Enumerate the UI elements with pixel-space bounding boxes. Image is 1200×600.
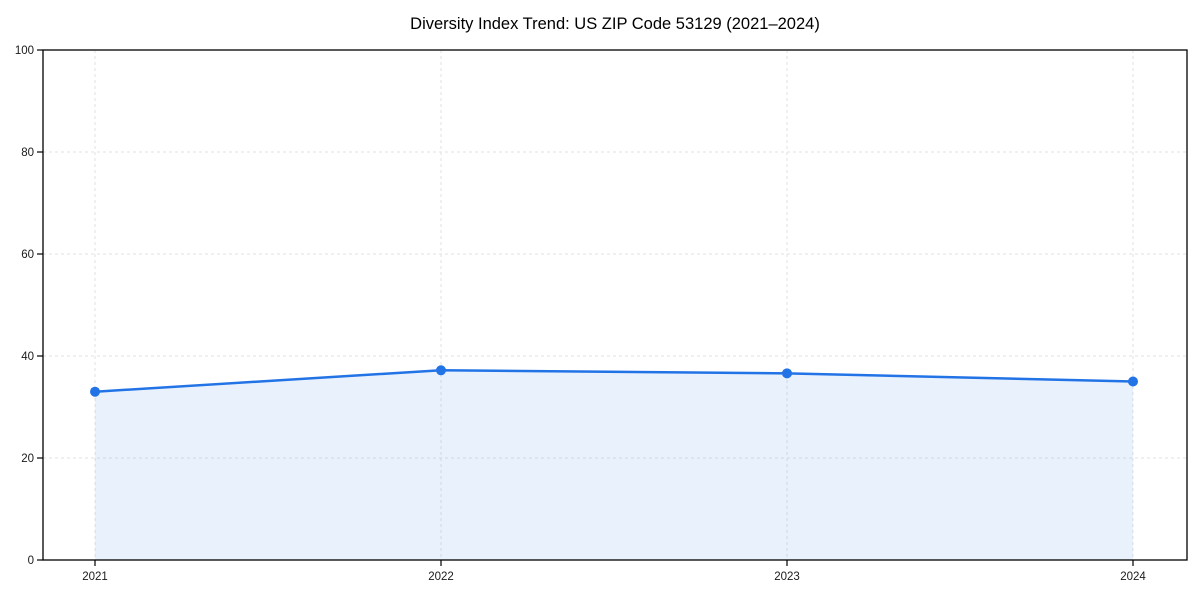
grid-layer [43,50,1187,560]
y-tick-label: 60 [21,249,34,261]
data-point-marker [436,365,446,376]
series-area-fill [95,370,1133,560]
x-tick-label: 2024 [1120,571,1146,583]
y-tick-label: 40 [21,351,34,363]
marker-layer [90,365,1138,397]
area-layer [95,370,1133,560]
x-tick-label: 2023 [774,571,800,583]
chart-title: Diversity Index Trend: US ZIP Code 53129… [410,15,820,33]
spine-layer [42,49,1188,561]
label-layer: 0 20 40 60 80 100 2021 2022 2023 2024 [15,45,1147,583]
data-point-marker [1128,376,1138,387]
line-layer [93,369,1135,393]
y-tick-label: 0 [28,555,34,567]
data-point-marker [90,386,100,397]
series-line [93,369,1135,393]
plot-border [42,49,1188,561]
data-point-marker [782,368,792,379]
y-tick-label: 20 [21,453,34,465]
y-tick-label: 100 [15,45,34,57]
y-tick-label: 80 [21,147,34,159]
x-tick-label: 2021 [82,571,108,583]
x-tick-label: 2022 [428,571,454,583]
tick-layer [37,49,1134,566]
